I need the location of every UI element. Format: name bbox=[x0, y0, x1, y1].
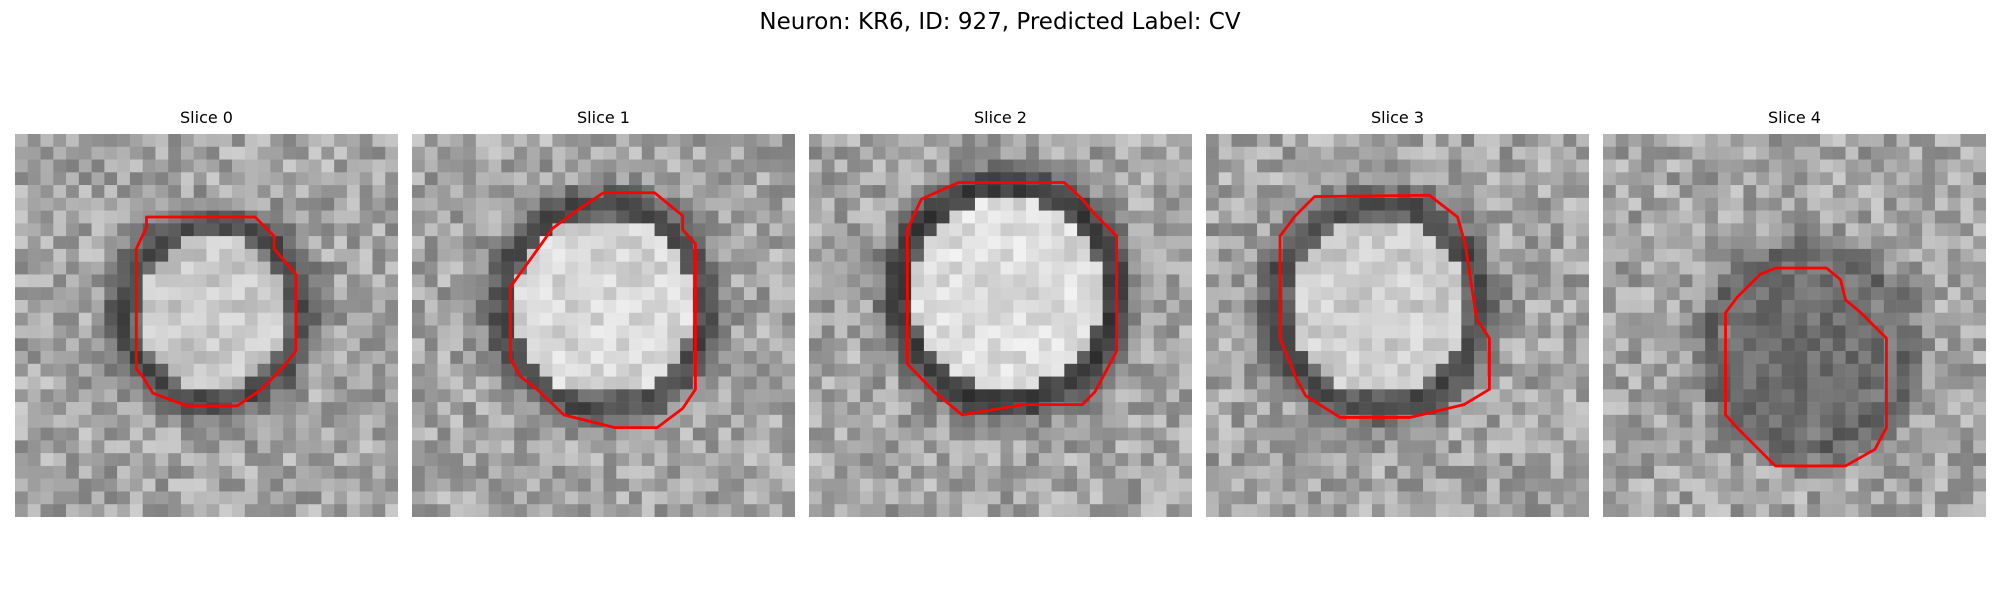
slice-title: Slice 1 bbox=[577, 108, 630, 127]
cell-contour bbox=[508, 191, 697, 430]
slice-panel-4: Slice 4 bbox=[1603, 108, 1986, 520]
pixel-grid bbox=[809, 134, 1192, 517]
pixel-grid bbox=[15, 134, 398, 517]
slice-panel-3: Slice 3 bbox=[1206, 108, 1589, 520]
figure-title: Neuron: KR6, ID: 927, Predicted Label: C… bbox=[759, 9, 1241, 35]
slice-image bbox=[1206, 134, 1589, 517]
cell-contour bbox=[1724, 266, 1888, 468]
slice-image bbox=[1603, 134, 1986, 517]
slice-panel-1: Slice 1 bbox=[412, 108, 795, 520]
slice-title: Slice 3 bbox=[1371, 108, 1424, 127]
slice-title: Slice 2 bbox=[974, 108, 1027, 127]
cell-contour bbox=[1278, 193, 1491, 419]
slice-title: Slice 0 bbox=[180, 108, 233, 127]
pixel-grid bbox=[1206, 134, 1589, 517]
cell-contour bbox=[905, 181, 1119, 417]
slice-image bbox=[809, 134, 1192, 517]
slice-panel-2: Slice 2 bbox=[809, 108, 1192, 520]
slice-image bbox=[412, 134, 795, 517]
slice-title: Slice 4 bbox=[1768, 108, 1821, 127]
pixel-grid bbox=[1603, 134, 1986, 517]
pixel-grid bbox=[412, 134, 795, 517]
slice-panel-0: Slice 0 bbox=[15, 108, 398, 520]
slice-image bbox=[15, 134, 398, 517]
cell-contour bbox=[134, 215, 298, 408]
